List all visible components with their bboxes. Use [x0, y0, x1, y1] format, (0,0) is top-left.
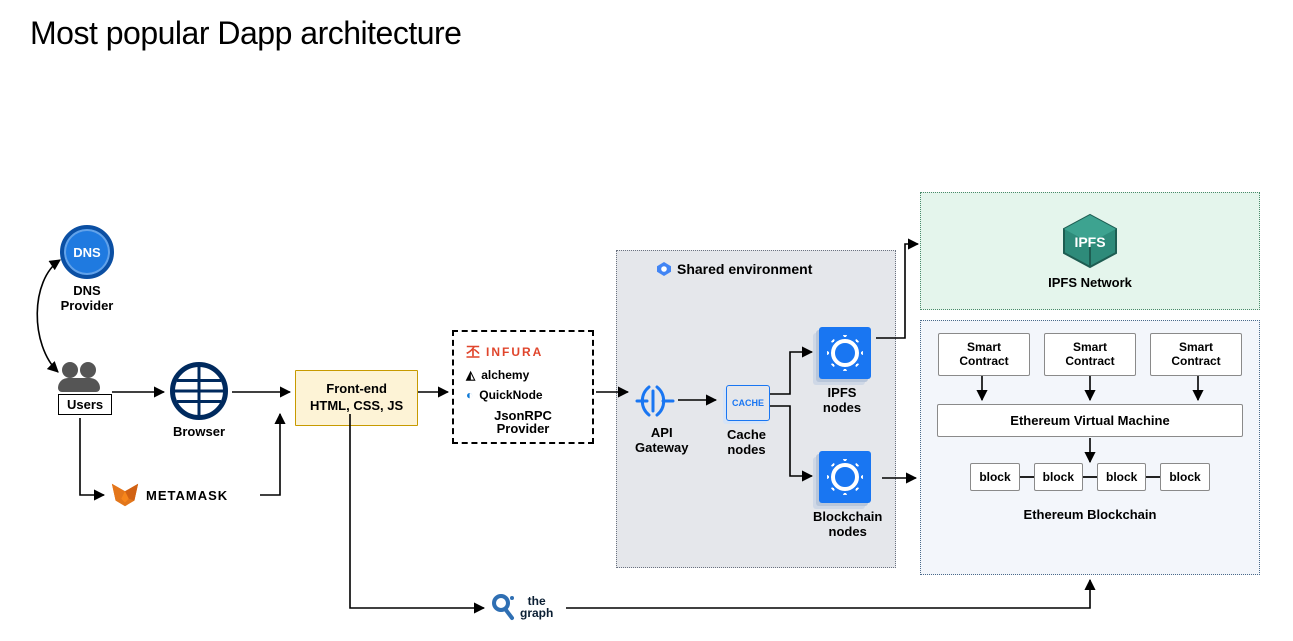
- sc3-label: SmartContract: [1171, 340, 1220, 368]
- users-icon: [58, 362, 100, 392]
- globe-icon: [170, 362, 228, 420]
- frontend-box: Front-end HTML, CSS, JS: [295, 370, 418, 426]
- rpc-infura: 丕 INFURA: [466, 342, 580, 362]
- metamask-node: METAMASK: [110, 480, 228, 510]
- block-2: block: [1034, 463, 1083, 491]
- block-1: block: [970, 463, 1019, 491]
- users-label: Users: [58, 394, 112, 415]
- sc2-label: SmartContract: [1065, 340, 1114, 368]
- browser-node: Browser: [170, 362, 228, 439]
- bc-nodes-l2: nodes: [813, 524, 882, 539]
- cache-node: CACHE Cache nodes: [723, 385, 770, 457]
- frontend-line1: Front-end: [310, 381, 403, 398]
- thegraph-node: the graph: [490, 592, 553, 622]
- sc1-label: SmartContract: [959, 340, 1008, 368]
- rpc-alchemy: ◭ alchemy: [466, 368, 580, 382]
- ipfs-nodes: IPFS nodes: [813, 327, 871, 415]
- dns-label1: DNS: [60, 283, 114, 298]
- ipfs-nodes-l1: IPFS: [813, 385, 871, 400]
- metamask-icon: [110, 480, 140, 510]
- bc-nodes-l1: Blockchain: [813, 509, 882, 524]
- api-gateway-node: API Gateway: [635, 381, 688, 455]
- svg-text:IPFS: IPFS: [1074, 234, 1105, 250]
- cache-label2: nodes: [723, 442, 770, 457]
- browser-label: Browser: [170, 424, 228, 439]
- ipfs-net-label: IPFS Network: [1048, 275, 1132, 290]
- block-4: block: [1160, 463, 1209, 491]
- page-title: Most popular Dapp architecture: [30, 15, 461, 52]
- users-node: Users: [58, 362, 112, 415]
- evm-box: Ethereum Virtual Machine: [937, 404, 1243, 437]
- rpc-alchemy-label: alchemy: [481, 368, 529, 382]
- metamask-label: METAMASK: [146, 488, 228, 503]
- evm-label: Ethereum Virtual Machine: [1010, 413, 1169, 428]
- rpc-infura-label: INFURA: [486, 345, 543, 359]
- cache-badge: CACHE: [732, 398, 764, 408]
- shared-env-header: Shared environment: [657, 261, 883, 277]
- thegraph-l2: graph: [520, 607, 553, 619]
- block-link: [1083, 476, 1097, 478]
- blockchain-nodes-icon: [819, 451, 871, 503]
- smart-contract-2: SmartContract: [1044, 333, 1136, 376]
- rpc-quicknode-label: QuickNode: [479, 388, 542, 402]
- rpc-title2: Provider: [466, 421, 580, 436]
- block-3: block: [1097, 463, 1146, 491]
- block-link: [1020, 476, 1034, 478]
- dns-node: DNS DNS Provider: [60, 225, 114, 313]
- dns-label2: Provider: [60, 298, 114, 313]
- eth-panel-label: Ethereum Blockchain: [931, 507, 1249, 522]
- api-gw-label2: Gateway: [635, 440, 688, 455]
- jsonrpc-box: 丕 INFURA ◭ alchemy ◐ QuickNode JsonRPC P…: [452, 330, 594, 444]
- rpc-quicknode: ◐ QuickNode: [466, 388, 580, 402]
- dns-badge-text: DNS: [73, 245, 100, 260]
- shared-env-panel: Shared environment API Gateway CACHE Cac…: [616, 250, 896, 568]
- cache-icon: CACHE: [726, 385, 770, 421]
- gcp-icon: [657, 262, 671, 276]
- thegraph-icon: [490, 592, 516, 622]
- ipfs-nodes-icon: [819, 327, 871, 379]
- cache-label1: Cache: [723, 427, 770, 442]
- shared-env-title: Shared environment: [677, 261, 812, 277]
- smart-contract-1: SmartContract: [938, 333, 1030, 376]
- api-gateway-icon: [635, 381, 675, 421]
- blockchain-nodes: Blockchain nodes: [813, 451, 882, 539]
- dns-icon: DNS: [60, 225, 114, 279]
- ethereum-panel: SmartContract SmartContract SmartContrac…: [920, 320, 1260, 575]
- block-link: [1146, 476, 1160, 478]
- ipfs-nodes-l2: nodes: [813, 400, 871, 415]
- api-gw-label1: API: [635, 425, 688, 440]
- smart-contracts-row: SmartContract SmartContract SmartContrac…: [931, 333, 1249, 376]
- smart-contract-3: SmartContract: [1150, 333, 1242, 376]
- frontend-line2: HTML, CSS, JS: [310, 398, 403, 415]
- ipfs-cube-icon: IPFS: [1058, 213, 1122, 269]
- blocks-row: block block block block: [931, 463, 1249, 491]
- ipfs-network-panel: IPFS IPFS Network: [920, 192, 1260, 310]
